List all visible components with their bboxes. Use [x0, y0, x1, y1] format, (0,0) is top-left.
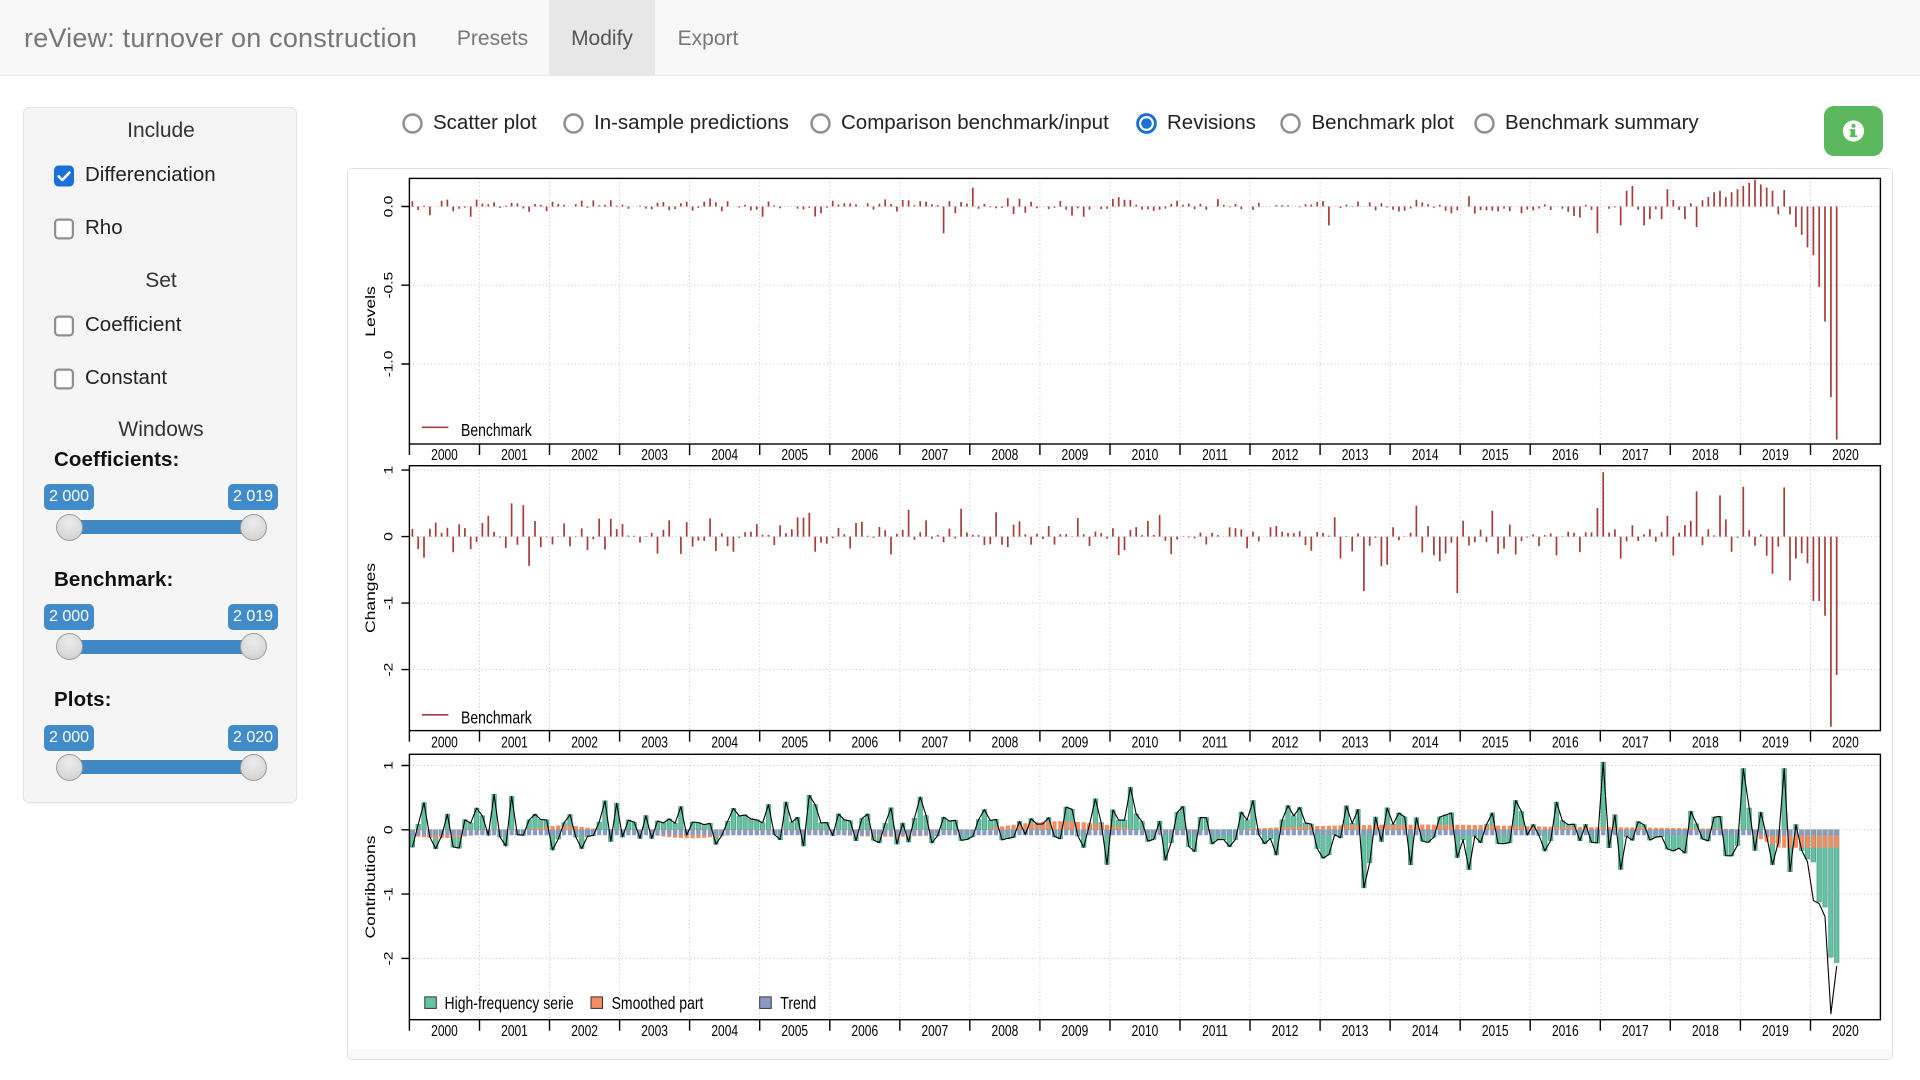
svg-text:2010: 2010 [1132, 445, 1159, 463]
svg-text:2008: 2008 [992, 1022, 1019, 1040]
svg-text:2019: 2019 [1762, 1022, 1789, 1040]
svg-text:2014: 2014 [1412, 733, 1439, 751]
svg-text:2020: 2020 [1832, 445, 1859, 463]
svg-text:2009: 2009 [1062, 733, 1089, 751]
svg-text:2007: 2007 [921, 733, 948, 751]
svg-text:2011: 2011 [1202, 733, 1228, 751]
svg-text:Smoothed part: Smoothed part [612, 995, 704, 1014]
svg-text:2017: 2017 [1622, 1022, 1649, 1040]
svg-text:2018: 2018 [1692, 733, 1719, 751]
svg-text:2000: 2000 [431, 733, 458, 751]
svg-text:2014: 2014 [1412, 1022, 1439, 1040]
svg-text:Contributions: Contributions [364, 835, 379, 938]
svg-text:2011: 2011 [1202, 1022, 1228, 1040]
svg-text:2004: 2004 [711, 1022, 738, 1040]
svg-text:2018: 2018 [1692, 1022, 1719, 1040]
svg-text:2010: 2010 [1132, 1022, 1159, 1040]
svg-text:2009: 2009 [1062, 1022, 1089, 1040]
svg-text:2000: 2000 [431, 445, 458, 463]
svg-text:2016: 2016 [1552, 445, 1579, 463]
svg-text:2008: 2008 [992, 445, 1019, 463]
svg-text:2013: 2013 [1342, 445, 1369, 463]
svg-text:2016: 2016 [1552, 1022, 1579, 1040]
svg-text:2016: 2016 [1552, 733, 1579, 751]
svg-text:2001: 2001 [501, 733, 528, 751]
svg-text:2003: 2003 [641, 1022, 668, 1040]
svg-text:2019: 2019 [1762, 733, 1789, 751]
svg-text:2018: 2018 [1692, 445, 1719, 463]
svg-text:2004: 2004 [711, 733, 738, 751]
svg-text:Changes: Changes [364, 563, 379, 633]
svg-text:2007: 2007 [921, 1022, 948, 1040]
svg-text:2005: 2005 [781, 445, 808, 463]
svg-text:2003: 2003 [641, 445, 668, 463]
svg-text:-2: -2 [381, 951, 395, 965]
svg-text:2005: 2005 [781, 733, 808, 751]
svg-text:2012: 2012 [1272, 733, 1299, 751]
svg-text:0.0: 0.0 [381, 195, 395, 217]
svg-text:0: 0 [381, 532, 395, 541]
svg-text:2006: 2006 [851, 1022, 878, 1040]
svg-text:2013: 2013 [1342, 1022, 1369, 1040]
svg-text:Trend: Trend [780, 995, 816, 1014]
svg-text:2019: 2019 [1762, 445, 1789, 463]
svg-text:2015: 2015 [1482, 733, 1509, 751]
svg-text:2014: 2014 [1412, 445, 1439, 463]
svg-text:2017: 2017 [1622, 445, 1649, 463]
svg-text:2001: 2001 [501, 1022, 528, 1040]
svg-text:1: 1 [381, 761, 395, 770]
svg-text:2006: 2006 [851, 733, 878, 751]
svg-text:2015: 2015 [1482, 1022, 1509, 1040]
svg-text:2010: 2010 [1132, 733, 1159, 751]
svg-text:High-frequency serie: High-frequency serie [445, 995, 574, 1014]
svg-text:2004: 2004 [711, 445, 738, 463]
svg-text:2009: 2009 [1062, 445, 1089, 463]
svg-text:2013: 2013 [1342, 733, 1369, 751]
svg-text:2007: 2007 [921, 445, 948, 463]
svg-text:2020: 2020 [1832, 733, 1859, 751]
svg-text:2017: 2017 [1622, 733, 1649, 751]
svg-text:2003: 2003 [641, 733, 668, 751]
svg-text:2001: 2001 [501, 445, 528, 463]
svg-text:2005: 2005 [781, 1022, 808, 1040]
svg-text:2020: 2020 [1832, 1022, 1859, 1040]
svg-text:2012: 2012 [1272, 445, 1299, 463]
svg-text:2012: 2012 [1272, 1022, 1299, 1040]
svg-text:-1: -1 [381, 887, 395, 901]
svg-text:-0.5: -0.5 [381, 271, 395, 298]
svg-text:2008: 2008 [992, 733, 1019, 751]
svg-text:2015: 2015 [1482, 445, 1509, 463]
svg-text:Benchmark: Benchmark [461, 422, 532, 441]
svg-text:2011: 2011 [1202, 445, 1228, 463]
svg-text:2000: 2000 [431, 1022, 458, 1040]
svg-text:Benchmark: Benchmark [461, 709, 532, 728]
svg-text:1: 1 [381, 465, 395, 474]
svg-text:2006: 2006 [851, 445, 878, 463]
svg-text:-1: -1 [381, 596, 395, 610]
svg-text:2002: 2002 [571, 445, 598, 463]
svg-text:-2: -2 [381, 662, 395, 676]
svg-text:2002: 2002 [571, 1022, 598, 1040]
svg-text:0: 0 [381, 825, 395, 834]
svg-text:2002: 2002 [571, 733, 598, 751]
svg-text:-1.0: -1.0 [381, 350, 395, 377]
svg-text:Levels: Levels [364, 286, 379, 337]
